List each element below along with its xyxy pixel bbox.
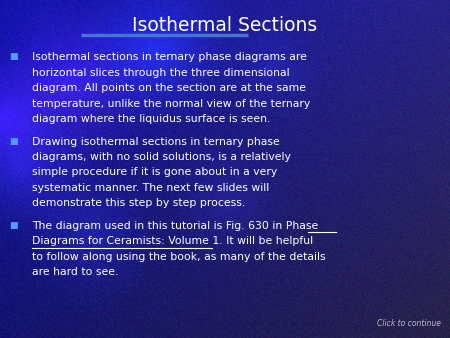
- Text: demonstrate this step by step process.: demonstrate this step by step process.: [32, 198, 246, 208]
- Text: diagrams, with no solid solutions, is a relatively: diagrams, with no solid solutions, is a …: [32, 152, 291, 162]
- Text: Diagrams for Ceramists: Volume 1. It will be helpful: Diagrams for Ceramists: Volume 1. It wil…: [32, 237, 314, 246]
- Text: simple procedure if it is gone about in a very: simple procedure if it is gone about in …: [32, 168, 278, 177]
- Text: Drawing isothermal sections in ternary phase: Drawing isothermal sections in ternary p…: [32, 137, 280, 147]
- Text: Isothermal Sections: Isothermal Sections: [132, 16, 318, 35]
- Text: ■: ■: [9, 221, 18, 230]
- Text: to follow along using the book, as many of the details: to follow along using the book, as many …: [32, 252, 326, 262]
- Text: diagram where the liquidus surface is seen.: diagram where the liquidus surface is se…: [32, 114, 271, 124]
- Text: ■: ■: [9, 52, 18, 62]
- Text: diagram. All points on the section are at the same: diagram. All points on the section are a…: [32, 83, 306, 93]
- Text: Isothermal sections in ternary phase diagrams are: Isothermal sections in ternary phase dia…: [32, 52, 307, 63]
- Text: temperature, unlike the normal view of the ternary: temperature, unlike the normal view of t…: [32, 99, 310, 108]
- Text: are hard to see.: are hard to see.: [32, 267, 119, 277]
- Text: The diagram used in this tutorial is Fig. 630 in Phase: The diagram used in this tutorial is Fig…: [32, 221, 319, 231]
- Text: horizontal slices through the three dimensional: horizontal slices through the three dime…: [32, 68, 290, 78]
- Text: systematic manner. The next few slides will: systematic manner. The next few slides w…: [32, 183, 270, 193]
- Text: ■: ■: [9, 137, 18, 146]
- Text: Click to continue: Click to continue: [377, 319, 441, 328]
